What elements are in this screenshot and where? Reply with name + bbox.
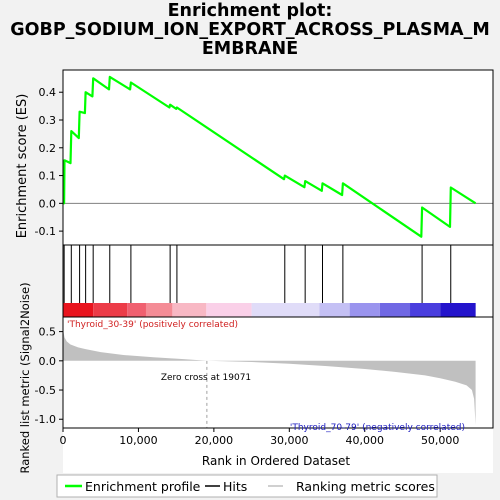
chart-title-line-3: EMBRANE — [201, 39, 299, 59]
metric-y-tick-label: -0.5 — [35, 384, 56, 397]
chart-title-line-1: Enrichment plot: — [167, 1, 333, 21]
x-tick-label: 10,000 — [119, 434, 158, 447]
metric-y-tick-label: 0.0 — [39, 355, 57, 368]
legend-es-label: Enrichment profile — [85, 479, 201, 494]
heatmap-segment — [172, 303, 207, 317]
zero-cross-label: Zero cross at 19071 — [161, 373, 251, 383]
chart-title: Enrichment plot: GOBP_SODIUM_ION_EXPORT_… — [0, 2, 500, 59]
heatmap-segment — [93, 303, 128, 317]
metric-y-tick-label: 0.5 — [39, 326, 57, 339]
x-axis-label: Rank in Ordered Dataset — [202, 454, 350, 468]
negative-correlation-label: 'Thyroid_70-79' (negatively correlated) — [290, 423, 465, 433]
metric-y-tick-label: -1.0 — [35, 413, 56, 426]
es-y-tick-label: 0.3 — [39, 114, 57, 127]
ranking-metric-area — [63, 314, 476, 426]
positive-correlation-label: 'Thyroid_30-39' (positively correlated) — [67, 320, 238, 330]
x-tick-label: 30,000 — [270, 434, 309, 447]
metric-axis-label: Ranked list metric (Signal2Noise) — [18, 282, 32, 473]
legend-box — [56, 474, 438, 498]
heatmap-segment — [440, 303, 476, 317]
x-tick-label: 50,000 — [421, 434, 460, 447]
enrichment-profile-line — [62, 75, 477, 238]
heatmap-segment — [410, 303, 441, 317]
metric-panel-frame — [62, 316, 494, 429]
chart-title-line-2: GOBP_SODIUM_ION_EXPORT_ACROSS_PLASMA_M — [10, 20, 490, 40]
legend: Enrichment profile Hits Ranking metric s… — [56, 474, 438, 498]
x-tick-label: 40,000 — [346, 434, 385, 447]
x-tick-label: 20,000 — [195, 434, 234, 447]
heatmap-segment — [145, 303, 173, 317]
es-axis-label: Enrichment score (ES) — [15, 94, 30, 239]
legend-metric-label: Ranking metric scores — [296, 479, 435, 494]
heatmap-segment — [206, 303, 252, 317]
heatmap-segment — [63, 303, 94, 317]
heatmap-segment — [379, 303, 411, 317]
legend-hits-label: Hits — [223, 479, 247, 494]
es-y-tick-label: 0.1 — [39, 170, 57, 183]
plot-area-background — [63, 70, 493, 473]
heatmap-segment — [349, 303, 380, 317]
x-tick-label: 0 — [60, 434, 67, 447]
es-y-tick-label: 0.2 — [39, 142, 57, 155]
es-y-tick-label: 0.4 — [39, 86, 57, 99]
heatmap-segment — [127, 303, 146, 317]
es-y-tick-label: 0.0 — [39, 197, 57, 210]
heatmap-segment — [251, 303, 320, 317]
es-y-tick-label: -0.1 — [35, 225, 56, 238]
heatmap-segment — [319, 303, 350, 317]
